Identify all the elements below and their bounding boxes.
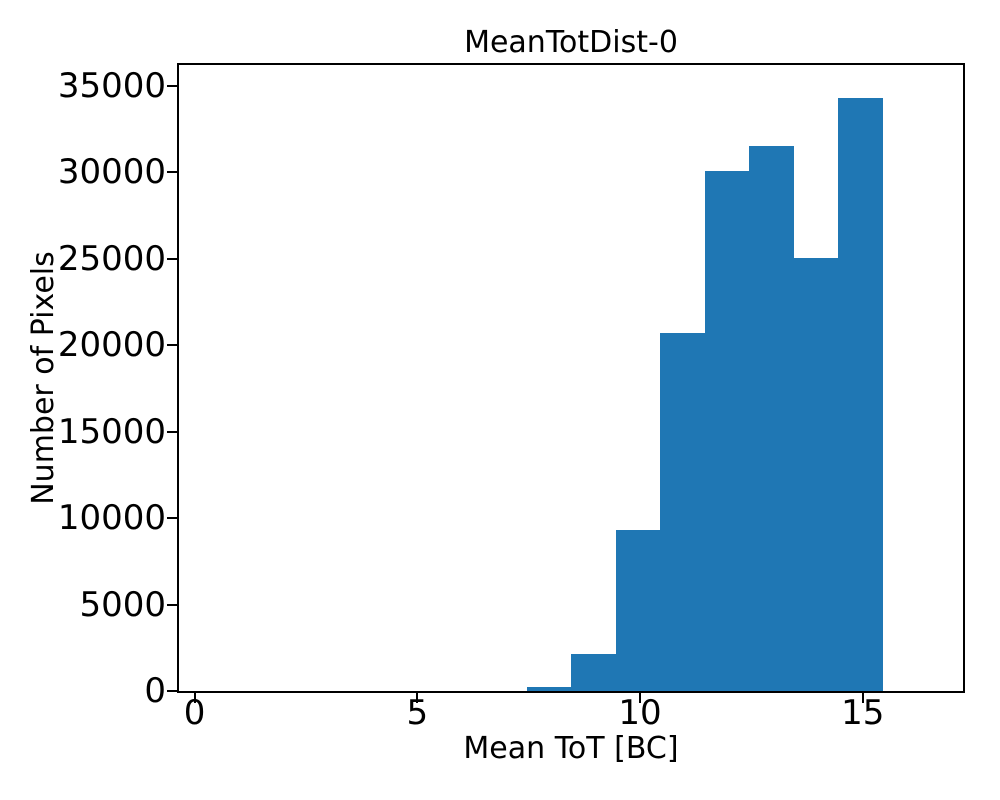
x-tick-mark bbox=[639, 693, 641, 703]
histogram-bar bbox=[793, 257, 839, 691]
y-tick-mark bbox=[167, 84, 177, 87]
y-tick-mark bbox=[167, 603, 177, 606]
histogram-bar bbox=[660, 333, 705, 691]
y-tick-label: 5000 bbox=[79, 584, 166, 625]
x-axis-label: Mean ToT [BC] bbox=[463, 731, 679, 766]
x-tick-mark bbox=[193, 693, 196, 703]
chart-title: MeanTotDist-0 bbox=[464, 25, 678, 60]
histogram-bar bbox=[526, 686, 571, 691]
x-tick-mark bbox=[416, 693, 419, 703]
x-tick-label: 0 bbox=[183, 693, 206, 733]
x-tick-mark bbox=[861, 693, 864, 703]
x-tick-label: 10 bbox=[618, 693, 662, 733]
y-tick-mark bbox=[167, 430, 177, 433]
histogram-bar bbox=[749, 146, 794, 691]
y-tick-label: 25000 bbox=[57, 238, 166, 279]
y-tick-label: 10000 bbox=[57, 498, 166, 539]
histogram-bar bbox=[615, 530, 660, 691]
x-tick-label: 15 bbox=[841, 693, 885, 733]
y-tick-label: 0 bbox=[144, 671, 166, 711]
y-tick-mark bbox=[167, 171, 177, 174]
x-tick-label: 5 bbox=[406, 693, 429, 733]
y-tick-label: 35000 bbox=[57, 65, 166, 106]
y-tick-mark bbox=[167, 517, 177, 520]
y-tick-mark bbox=[167, 257, 177, 260]
histogram-bar bbox=[704, 170, 750, 691]
histogram-bar bbox=[571, 653, 616, 691]
y-tick-label: 15000 bbox=[57, 411, 166, 452]
histogram-bar bbox=[838, 97, 883, 691]
y-tick-label: 20000 bbox=[57, 325, 166, 366]
plot-area bbox=[177, 63, 965, 693]
y-tick-mark bbox=[167, 344, 177, 347]
y-tick-mark bbox=[167, 690, 177, 692]
y-tick-label: 30000 bbox=[57, 152, 166, 193]
y-axis-label: Number of Pixels bbox=[26, 251, 61, 505]
